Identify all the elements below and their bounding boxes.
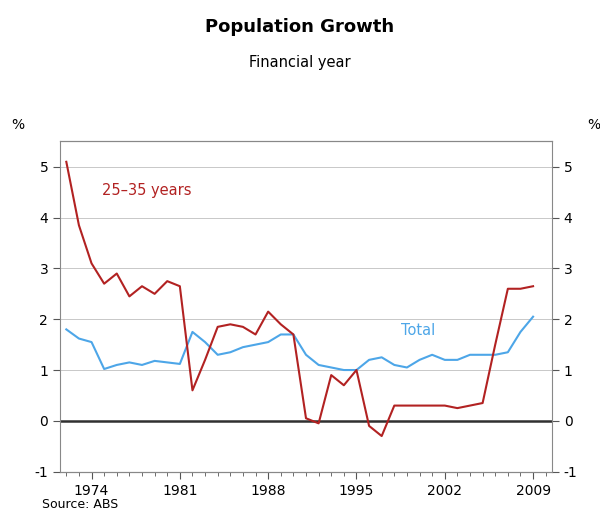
Text: %: % (11, 117, 25, 132)
Text: 25–35 years: 25–35 years (101, 183, 191, 198)
Text: Financial year: Financial year (249, 55, 351, 70)
Text: %: % (587, 117, 600, 132)
Text: Source: ABS: Source: ABS (42, 498, 118, 511)
Text: Population Growth: Population Growth (205, 18, 395, 36)
Text: Total: Total (401, 323, 435, 339)
